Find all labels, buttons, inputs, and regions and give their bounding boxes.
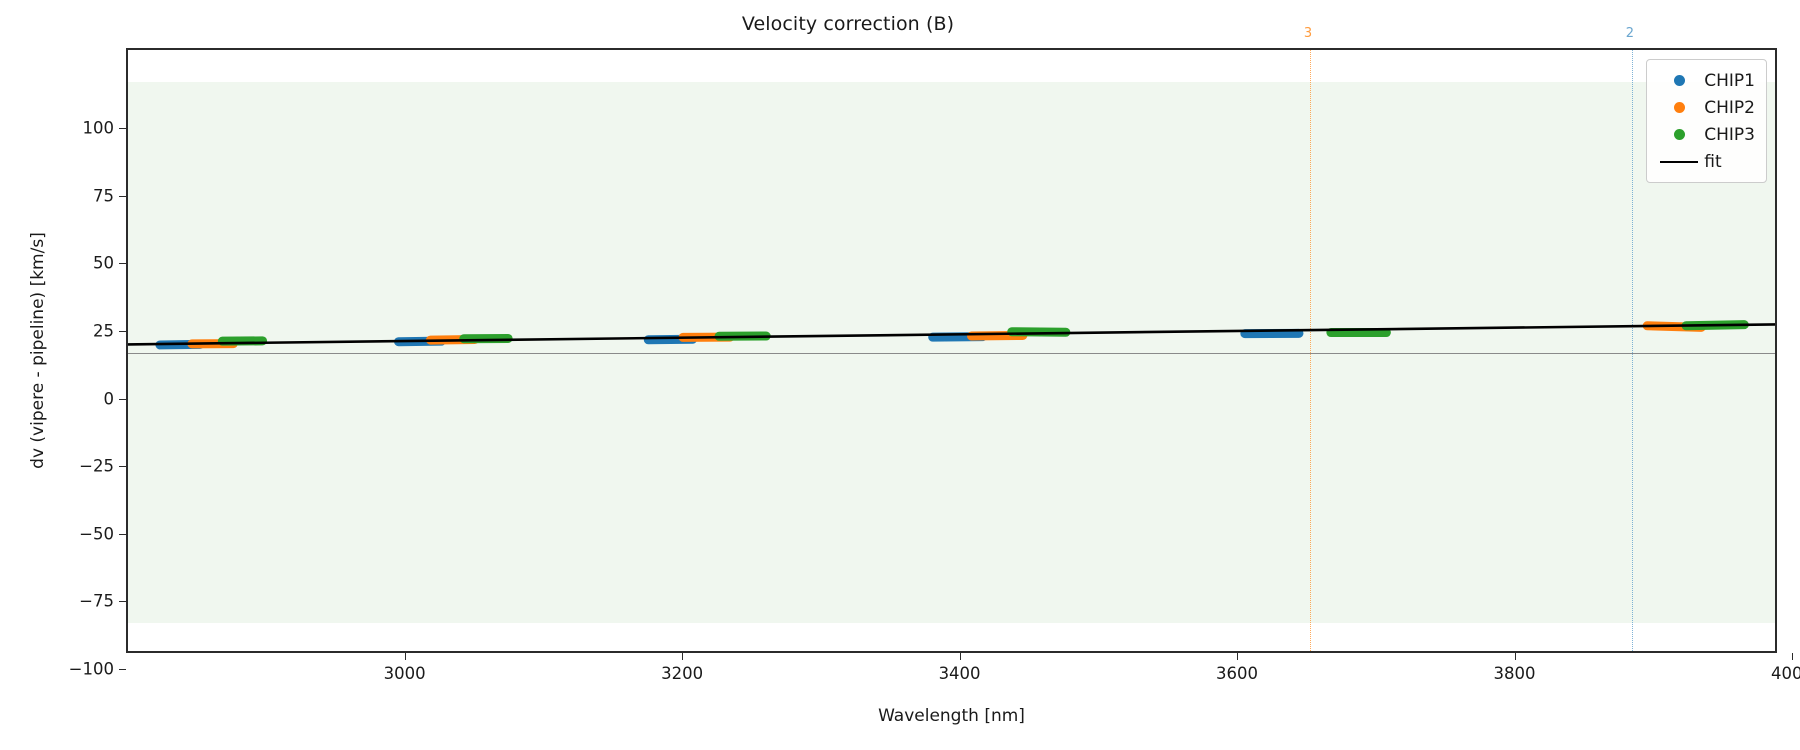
legend-marker-fit bbox=[1656, 160, 1702, 163]
x-axis-ticks: 3000 3200 3400 3600 3800 4000 bbox=[126, 653, 1800, 743]
legend-label: fit bbox=[1704, 151, 1722, 172]
x-tick-mark bbox=[682, 653, 684, 660]
legend-marker-chip3 bbox=[1656, 129, 1702, 140]
y-tick-mark bbox=[119, 533, 126, 535]
x-tick-label: 3200 bbox=[661, 664, 704, 683]
y-axis-ticks: 100 75 50 25 0 −25 −50 −75 −100 bbox=[0, 48, 126, 678]
x-tick-label: 3400 bbox=[938, 664, 981, 683]
x-tick-label: 3000 bbox=[383, 664, 426, 683]
acceptance-band bbox=[128, 82, 1775, 623]
page-title: Velocity correction (B) bbox=[741, 13, 955, 35]
y-tick-mark bbox=[119, 601, 126, 603]
y-tick-mark bbox=[119, 330, 126, 332]
x-tick-mark bbox=[1514, 653, 1516, 660]
legend-item-chip3[interactable]: CHIP3 bbox=[1656, 121, 1755, 148]
legend-item-chip1[interactable]: CHIP1 bbox=[1656, 67, 1755, 94]
y-tick-label: 100 bbox=[82, 118, 115, 138]
x-tick-label: 3600 bbox=[1216, 664, 1259, 683]
x-tick-mark bbox=[1792, 653, 1793, 660]
legend-marker-chip2 bbox=[1656, 102, 1702, 113]
y-tick-mark bbox=[119, 398, 126, 400]
y-tick-mark bbox=[119, 128, 126, 130]
legend-line-icon bbox=[1660, 160, 1699, 163]
y-tick-label: 0 bbox=[103, 389, 115, 408]
legend-item-fit[interactable]: fit bbox=[1656, 148, 1755, 175]
x-tick-mark bbox=[959, 653, 961, 660]
order-marker-label-3: 3 bbox=[1303, 26, 1313, 41]
zero-reference-line bbox=[128, 352, 1775, 354]
legend-label: CHIP1 bbox=[1704, 70, 1755, 91]
x-tick-label: 4000 bbox=[1771, 664, 1800, 683]
y-tick-label: 50 bbox=[93, 253, 114, 273]
fit-line bbox=[128, 323, 1775, 346]
legend-label: CHIP2 bbox=[1704, 97, 1755, 118]
y-tick-label: −100 bbox=[68, 659, 114, 679]
legend-item-chip2[interactable]: CHIP2 bbox=[1656, 94, 1755, 121]
x-tick-mark bbox=[404, 653, 406, 660]
legend-marker-chip1 bbox=[1656, 75, 1702, 86]
y-tick-mark bbox=[119, 668, 126, 670]
y-tick-mark bbox=[119, 263, 126, 265]
y-axis-label: dv (vipere - pipeline) [km/s] bbox=[28, 232, 48, 469]
order-marker-line-2 bbox=[1631, 50, 1633, 651]
y-tick-mark bbox=[119, 195, 126, 197]
y-tick-label: 25 bbox=[93, 321, 114, 341]
legend-label: CHIP3 bbox=[1704, 124, 1755, 145]
order-marker-label-2: 2 bbox=[1625, 26, 1635, 41]
y-tick-label: −25 bbox=[79, 456, 114, 476]
y-tick-label: −50 bbox=[79, 524, 114, 544]
legend-dot-icon bbox=[1673, 75, 1685, 86]
legend-dot-icon bbox=[1673, 129, 1685, 140]
legend[interactable]: CHIP1 CHIP2 CHIP3 fit bbox=[1646, 59, 1767, 183]
y-tick-label: 75 bbox=[93, 186, 114, 206]
order-marker-line-3 bbox=[1310, 50, 1312, 651]
x-tick-label: 3800 bbox=[1493, 664, 1536, 683]
y-tick-label: −75 bbox=[79, 591, 114, 611]
legend-dot-icon bbox=[1673, 102, 1685, 113]
plot-area: CHIP1 CHIP2 CHIP3 fit bbox=[126, 48, 1777, 653]
fit-line-layer bbox=[128, 50, 1775, 651]
x-tick-mark bbox=[1237, 653, 1239, 660]
y-tick-mark bbox=[119, 466, 126, 468]
x-axis-label: Wavelength [nm] bbox=[878, 706, 1025, 726]
